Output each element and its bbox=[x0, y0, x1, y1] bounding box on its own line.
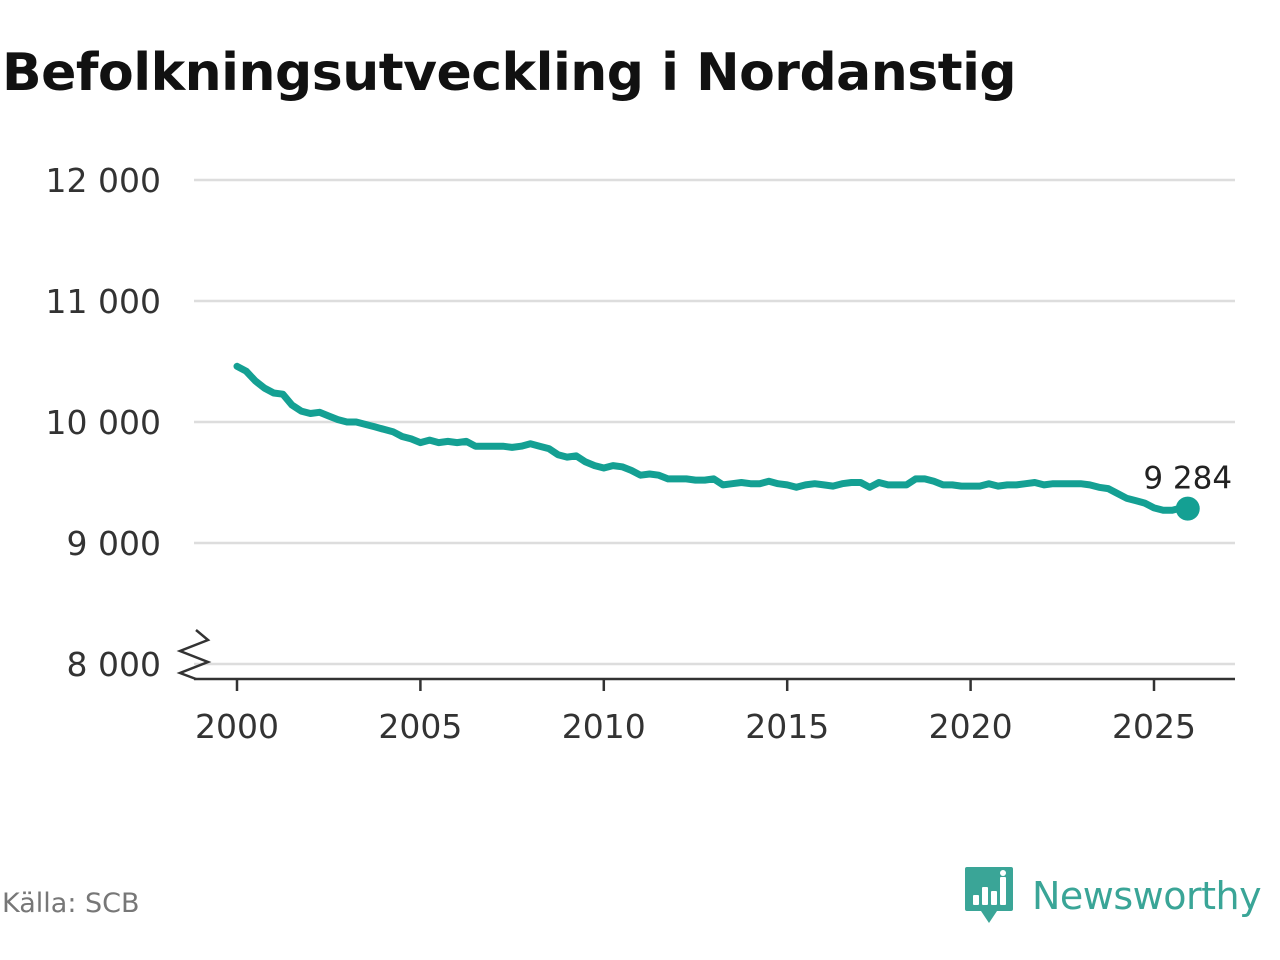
y-tick-label: 10 000 bbox=[46, 403, 161, 442]
newsworthy-logo-icon bbox=[965, 867, 1013, 923]
series-lines bbox=[233, 362, 1192, 514]
axis-break-icon bbox=[176, 629, 212, 681]
x-tick-label: 2005 bbox=[378, 707, 462, 746]
x-axis bbox=[194, 677, 1235, 691]
end-point-marker: 9 284 bbox=[1143, 461, 1232, 521]
x-tick-label: 2015 bbox=[745, 707, 829, 746]
brand-logo: Newsworthy bbox=[964, 864, 1262, 928]
x-tick-label: 2020 bbox=[929, 707, 1013, 746]
series-line bbox=[233, 362, 1192, 514]
y-tick-label: 8 000 bbox=[67, 645, 161, 684]
x-axis-tick-labels: 2000 2005 2010 2015 2020 2025 bbox=[195, 707, 1196, 746]
y-tick-label: 11 000 bbox=[46, 282, 161, 321]
source-credit: Källa: SCB bbox=[2, 888, 140, 919]
x-tick-label: 2000 bbox=[195, 707, 279, 746]
end-value-label: 9 284 bbox=[1143, 461, 1232, 497]
y-tick-label: 9 000 bbox=[67, 524, 161, 563]
y-axis-tick-labels: 8 000 9 000 10 000 11 000 12 000 bbox=[46, 161, 161, 684]
chart-title: Befolkningsutveckling i Nordanstig bbox=[2, 43, 1017, 103]
x-tick-label: 2025 bbox=[1112, 707, 1196, 746]
brand-name: Newsworthy bbox=[1032, 874, 1262, 918]
axis-break-zigzag bbox=[176, 629, 212, 681]
end-point bbox=[1175, 496, 1200, 521]
x-tick-label: 2010 bbox=[562, 707, 646, 746]
y-tick-label: 12 000 bbox=[46, 161, 161, 200]
